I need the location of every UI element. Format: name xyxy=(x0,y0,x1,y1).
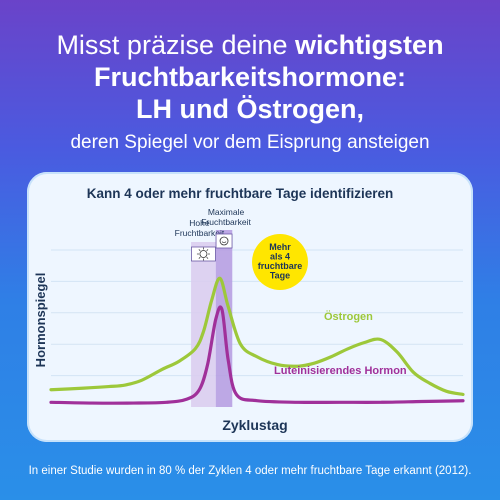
chart-title: Kann 4 oder mehr fruchtbare Tage identif… xyxy=(87,186,394,201)
badge-text-2: als 4 xyxy=(270,252,290,262)
max-fertility-smiley-icon xyxy=(215,233,233,249)
badge-text-4: Tage xyxy=(270,271,290,281)
smile-icon xyxy=(221,241,227,244)
headline-line-4: deren Spiegel vor dem Eisprung ansteigen xyxy=(70,131,430,153)
headline-line-2: Fruchtbarkeitshormone: xyxy=(93,61,407,92)
headline-line-1-bold: wichtigsten xyxy=(295,30,444,60)
high-fertility-label-2: Fruchtbarkeit xyxy=(175,228,225,238)
monitor-screen-icon xyxy=(215,233,233,249)
high-fertility-label-1: Hohe xyxy=(189,218,210,228)
headline: Misst präzise deine wichtigsten Fruchtba… xyxy=(0,30,500,154)
ray-icon xyxy=(198,249,201,252)
face-icon xyxy=(219,236,229,246)
labels-layer: HoheFruchtbarkeitMaximaleFruchtbarkeitMe… xyxy=(175,207,407,377)
chart-card: Kann 4 oder mehr fruchtbare Tage identif… xyxy=(27,172,473,442)
estrogen-line xyxy=(49,276,465,397)
ray-icon xyxy=(206,249,209,252)
ray-icon xyxy=(206,256,209,259)
y-axis-label: Hormonspiegel xyxy=(33,273,48,368)
ray-icon xyxy=(198,256,201,259)
max-fertility-label-2: Fruchtbarkeit xyxy=(201,217,251,227)
footnote: In einer Studie wurden in 80 % der Zykle… xyxy=(28,465,472,477)
badge-text-1: Mehr xyxy=(269,242,291,252)
x-axis-label: Zyklustag xyxy=(222,417,287,433)
headline-line-3: LH und Östrogen, xyxy=(136,93,364,124)
high-fertility-smiley-icon xyxy=(191,246,216,262)
face-icon xyxy=(199,250,208,258)
hormone-chart: Kann 4 oder mehr fruchtbare Tage identif… xyxy=(33,186,465,433)
lh-line xyxy=(49,305,465,405)
lh-series-label: Luteinisierendes Hormon xyxy=(274,365,407,377)
headline-line-1-regular: Misst präzise deine xyxy=(56,30,296,60)
estrogen-series-label: Östrogen xyxy=(324,310,373,323)
badge-circle xyxy=(252,234,308,290)
series-layer xyxy=(49,276,465,405)
headline-line-1: Misst präzise deine wichtigsten xyxy=(0,30,500,62)
badge-text-3: fruchtbare xyxy=(258,261,303,271)
max-fertility-label-1: Maximale xyxy=(208,207,245,217)
monitor-screen-icon xyxy=(191,246,216,262)
